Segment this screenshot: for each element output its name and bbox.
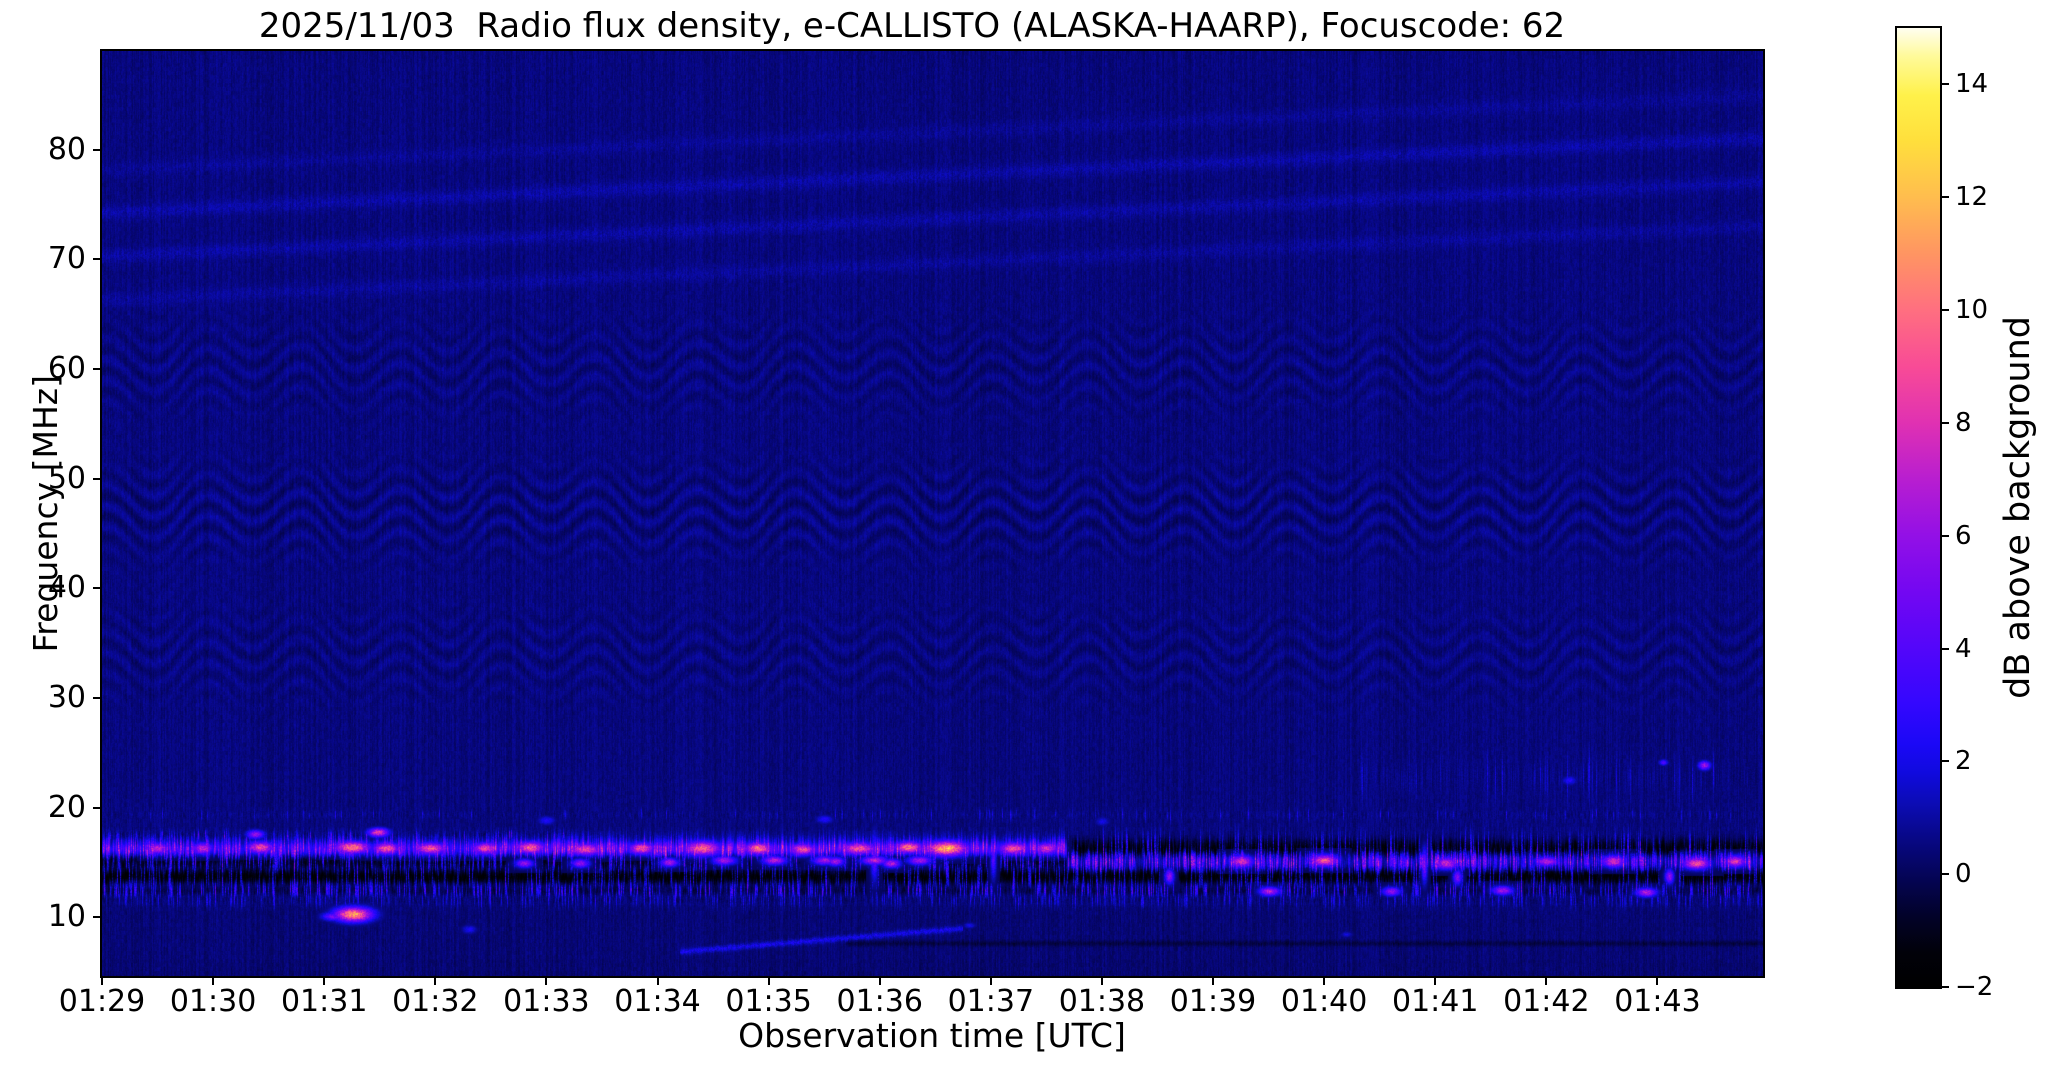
x-tick-label: 01:30 [169,984,257,1019]
colorbar-tick [1942,647,1949,650]
colorbar-tick-label: 8 [1955,407,1972,438]
colorbar-tick [1942,83,1949,86]
x-axis-label: Observation time [UTC] [738,1016,1126,1055]
colorbar-tick [1942,873,1949,876]
x-tick-label: 01:29 [58,984,146,1019]
x-tick [767,976,770,985]
x-tick-label: 01:34 [614,984,701,1019]
y-tick-label: 10 [47,899,86,935]
x-tick-label: 01:37 [947,984,1035,1019]
colorbar-tick-label: 10 [1955,295,1989,326]
colorbar-gradient [1897,28,1940,987]
x-tick [989,976,992,985]
colorbar-tick [1942,309,1949,312]
x-tick-label: 01:42 [1503,984,1590,1019]
x-tick-label: 01:39 [1169,984,1257,1019]
colorbar-label-box: dB above background [1998,28,2038,987]
colorbar-tick [1942,986,1949,988]
colorbar-tick [1942,534,1949,537]
x-tick [656,976,659,985]
chart-title: 2025/11/03 Radio flux density, e-CALLIST… [258,6,1566,46]
y-tick [93,697,102,700]
colorbar-tick [1942,760,1949,763]
y-tick [93,368,102,371]
x-tick-label: 01:31 [280,984,368,1019]
x-tick-label: 01:41 [1392,984,1479,1019]
x-tick-label: 01:38 [1058,984,1146,1019]
colorbar-tick-label: 14 [1955,69,1989,100]
x-tick [1545,976,1548,985]
x-tick [101,976,103,985]
y-axis-label: Frequency [MHz] [26,374,65,653]
y-tick-label: 30 [47,680,86,716]
y-tick [93,806,102,809]
colorbar-tick-label: 4 [1955,633,1972,664]
colorbar-tick-label: 2 [1955,746,1972,777]
y-tick-label: 60 [47,351,86,387]
x-tick [1434,976,1437,985]
x-tick [1100,976,1103,985]
x-tick [323,976,326,985]
y-tick-label: 70 [47,241,86,277]
x-tick [1212,976,1215,985]
x-tick-label: 01:32 [392,984,479,1019]
y-tick [93,148,102,151]
colorbar-tick-label: 0 [1955,859,1972,890]
colorbar-tick-label: 12 [1955,182,1989,213]
x-tick [212,976,215,985]
y-tick [93,587,102,590]
colorbar-tick [1942,421,1949,424]
colorbar-tick-label: 6 [1955,520,1972,551]
colorbar-label: dB above background [1998,316,2038,699]
x-tick [1323,976,1326,985]
x-tick [545,976,548,985]
x-tick-label: 01:33 [503,984,590,1019]
x-tick-label: 01:35 [725,984,812,1019]
x-tick [1656,976,1659,985]
y-tick [93,916,102,919]
colorbar-tick-label: −2 [1955,972,1994,1002]
x-tick-label: 01:40 [1280,984,1368,1019]
y-tick-label: 50 [47,460,86,496]
y-axis-label-box: Frequency [MHz] [26,51,65,976]
x-tick-label: 01:43 [1614,984,1701,1019]
colorbar-tick [1942,196,1949,199]
x-tick-label: 01:36 [836,984,923,1019]
spectrogram-canvas [102,51,1763,976]
y-tick [93,477,102,480]
y-tick-label: 80 [47,131,86,167]
y-tick-label: 20 [47,789,86,825]
x-tick [878,976,881,985]
y-tick [93,258,102,261]
y-tick-label: 40 [47,570,86,606]
x-tick [434,976,437,985]
